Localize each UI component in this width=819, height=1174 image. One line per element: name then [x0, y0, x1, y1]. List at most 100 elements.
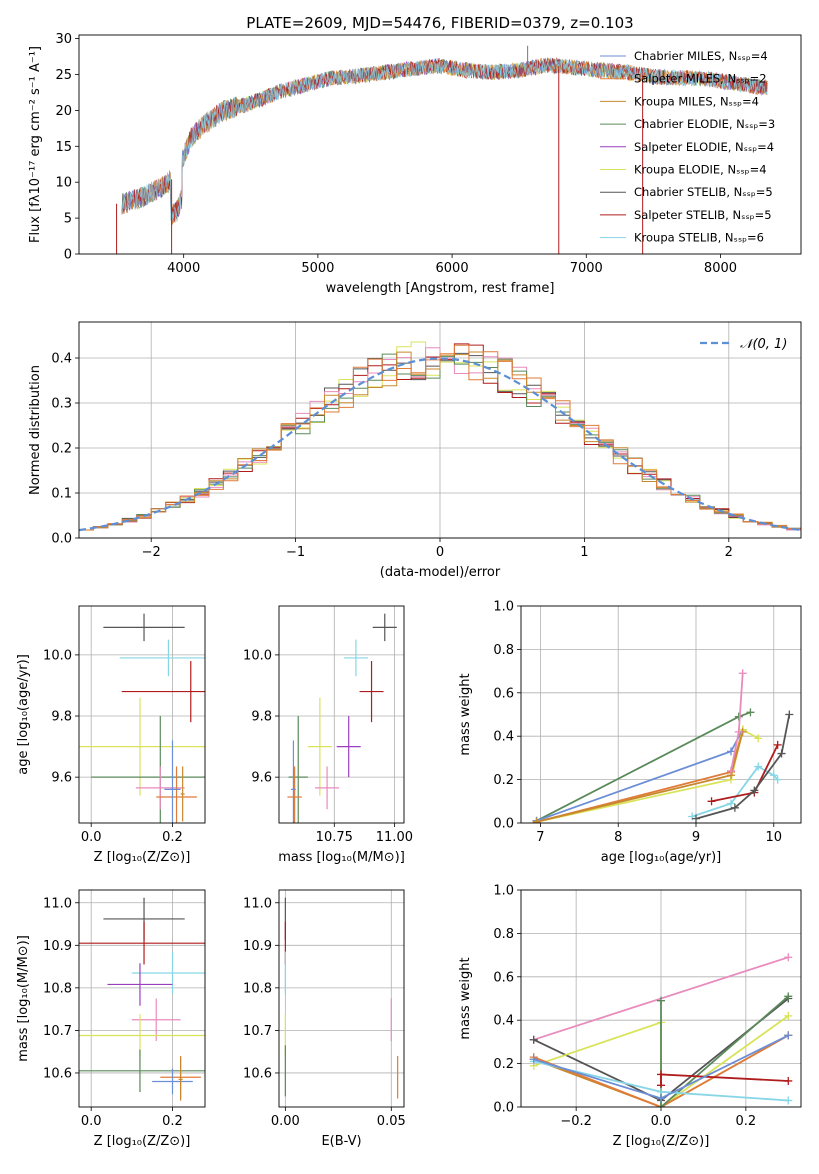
- mass-vs-Z-plot-area: [79, 897, 205, 1101]
- mass-vs-Z-xlabel: Z [log₁₀(Z/Z⊙)]: [94, 1134, 191, 1149]
- weight-point-marker: [784, 953, 793, 962]
- mass-vs-Z-ytick-label: 10.8: [43, 981, 72, 996]
- spectrum-ytick-label: 20: [55, 104, 72, 119]
- weight-vs-Z-ytick-label: 0.8: [493, 927, 514, 942]
- weight-vs-age-xtick-label: 7: [536, 830, 544, 845]
- weight-point-marker: [784, 1011, 793, 1020]
- residual-hist-xtick-label: 1: [580, 545, 588, 560]
- residual-hist-ytick-label: 0.2: [51, 442, 72, 457]
- weight-point-marker: [730, 803, 739, 812]
- weight-vs-Z-plot-area: [529, 953, 793, 1107]
- age-vs-Z-ytick-label: 10.0: [43, 648, 72, 663]
- age-vs-mass-ytick-label: 10.0: [243, 648, 272, 663]
- weight-point-marker: [727, 799, 735, 808]
- mass-vs-Z-frame: [78, 889, 206, 1108]
- age-vs-mass-grid: [279, 606, 404, 823]
- residual-hist-ylabel: Normed distribution: [28, 365, 43, 495]
- residual-hist-plot-area: [79, 341, 801, 532]
- residual-hist-xtick-label: 2: [725, 545, 733, 560]
- mass-vs-EBV-plot-area: [284, 897, 399, 1099]
- spectrum-legend: Chabrier MILES, Nₛₛₚ=4 Salpeter MILES, Nₛ…: [600, 49, 775, 245]
- weight-vs-Z-ytick-label: 0.4: [493, 1014, 514, 1029]
- spectrum-ytick-label: 10: [55, 176, 72, 191]
- mass-vs-EBV-ytick-label: 10.8: [243, 981, 272, 996]
- weight-series-line: [660, 995, 789, 1107]
- weight-series-line: [533, 1034, 789, 1107]
- residual-hist-xtick-label: 0: [436, 545, 444, 560]
- weight-point-marker: [727, 766, 735, 775]
- residual-hist-ytick-label: 0.0: [51, 532, 72, 547]
- spectrum-xtick-label: 6000: [436, 261, 469, 276]
- residual-hist-ytick-label: 0.3: [51, 397, 72, 412]
- mass-vs-EBV-xtick-label: 0.00: [271, 1114, 300, 1129]
- weight-vs-Z-ytick-label: 0.2: [493, 1057, 514, 1072]
- age-vs-mass-ytick-label: 9.8: [251, 710, 272, 725]
- weight-vs-age-panel: 7 8 9 10 0.0 0.2 0.4 0.6 0.8 1.0 age [log₁₀(age/yr…: [458, 600, 802, 865]
- mass-vs-Z-ytick-label: 11.0: [43, 896, 72, 911]
- weight-vs-age-ytick-label: 0.6: [493, 686, 514, 701]
- age-vs-Z-ytick-label: 9.6: [51, 771, 72, 786]
- spectrum-xlabel: wavelength [Angstrom, rest frame]: [326, 281, 555, 296]
- mass-vs-Z-xtick-label: 0.0: [81, 1114, 102, 1129]
- weight-vs-age-xtick-label: 10: [766, 830, 783, 845]
- hist-series-step: [79, 344, 801, 531]
- weight-vs-Z-ytick-label: 0.0: [493, 1101, 514, 1116]
- weight-vs-age-ytick-label: 0.4: [493, 730, 514, 745]
- mass-vs-EBV-xtick-label: 0.05: [377, 1114, 406, 1129]
- weight-vs-Z-xtick-label: 0.0: [651, 1114, 672, 1129]
- residual-hist-panel: −2 −1 0 1 2 0.0 0.1 0.2 0.3 0.4 (data-model)/error…: [28, 321, 802, 580]
- weight-vs-age-xlabel: age [log₁₀(age/yr)]: [601, 850, 722, 865]
- weight-vs-Z-xtick-label: 0.2: [736, 1114, 757, 1129]
- spectrum-ytick-label: 30: [55, 32, 72, 47]
- weight-point-marker: [657, 996, 665, 1005]
- age-vs-mass-xtick-label: 11.00: [376, 830, 413, 845]
- age-vs-mass-panel: 10.75 11.00 9.6 9.8 10.0 mass [log₁₀(M/M⊙)]: [243, 605, 413, 865]
- weight-point-marker: [529, 1055, 538, 1064]
- residual-hist-frame: [78, 321, 802, 539]
- spectrum-ytick-label: 0: [64, 248, 72, 263]
- mass-vs-Z-ytick-label: 10.7: [43, 1024, 72, 1039]
- weight-point-marker: [738, 669, 747, 678]
- weight-point-marker: [529, 1035, 538, 1044]
- age-vs-mass-frame: [278, 605, 405, 824]
- weight-vs-Z-xlabel: Z [log₁₀(Z/Z⊙)]: [613, 1134, 710, 1149]
- weight-vs-Z-ylabel: mass weight: [458, 957, 473, 1039]
- spectrum-ytick-label: 15: [55, 140, 72, 155]
- hist-legend: 𝒩(0, 1): [700, 337, 787, 352]
- figure-title: PLATE=2609, MJD=54476, FIBERID=0379, z=0…: [246, 14, 633, 32]
- weight-vs-age-xtick-label: 9: [692, 830, 700, 845]
- weight-point-marker: [750, 786, 759, 795]
- weight-series-line: [660, 1073, 789, 1086]
- weight-vs-age-xtick-label: 8: [614, 830, 622, 845]
- mass-vs-Z-ytick-label: 10.9: [43, 939, 72, 954]
- weight-vs-Z-frame: [520, 889, 802, 1108]
- weight-point-marker: [754, 762, 763, 771]
- weight-point-marker: [707, 797, 716, 806]
- weight-point-marker: [777, 749, 786, 758]
- spectrum-ytick-label: 25: [55, 68, 72, 83]
- spectrum-legend-label: Salpeter STELIB, Nₛₛₚ=5: [634, 208, 772, 222]
- age-vs-mass-ytick-label: 9.6: [251, 771, 272, 786]
- weight-series-line: [536, 729, 744, 823]
- spectrum-legend-label: Chabrier ELODIE, Nₛₛₚ=3: [634, 117, 775, 131]
- spectrum-series-line: [121, 58, 768, 221]
- weight-point-marker: [785, 710, 794, 719]
- mass-vs-EBV-panel: 0.00 0.05 10.6 10.7 10.8 10.9 11.0 E(B-V): [243, 889, 406, 1149]
- weight-vs-Z-ytick-label: 0.6: [493, 970, 514, 985]
- age-vs-mass-plot-area: [287, 613, 397, 823]
- age-vs-Z-ylabel: age [log₁₀(age/yr)]: [16, 654, 31, 775]
- mass-vs-EBV-grid: [279, 890, 404, 1107]
- weight-point-marker: [784, 1076, 793, 1085]
- spectrum-xtick-label: 5000: [301, 261, 334, 276]
- spectrum-legend-label: Kroupa MILES, Nₛₛₚ=4: [634, 94, 759, 108]
- spectrum-legend-label: Kroupa ELODIE, Nₛₛₚ=4: [634, 163, 767, 177]
- weight-vs-age-frame: [520, 605, 802, 824]
- spectrum-xtick-label: 8000: [704, 261, 737, 276]
- age-vs-Z-panel: 0.0 0.2 9.6 9.8 10.0 Z [log₁₀(Z/Z⊙)] age [log₁…: [16, 605, 206, 865]
- age-vs-Z-plot-area: [79, 613, 205, 823]
- spectrum-panel: 4000 5000 6000 7000 8000 0 5 10 15 20 25 30 waveleng…: [28, 32, 802, 296]
- age-vs-mass-xtick-label: 10.75: [316, 830, 353, 845]
- mass-vs-EBV-ytick-label: 10.9: [243, 939, 272, 954]
